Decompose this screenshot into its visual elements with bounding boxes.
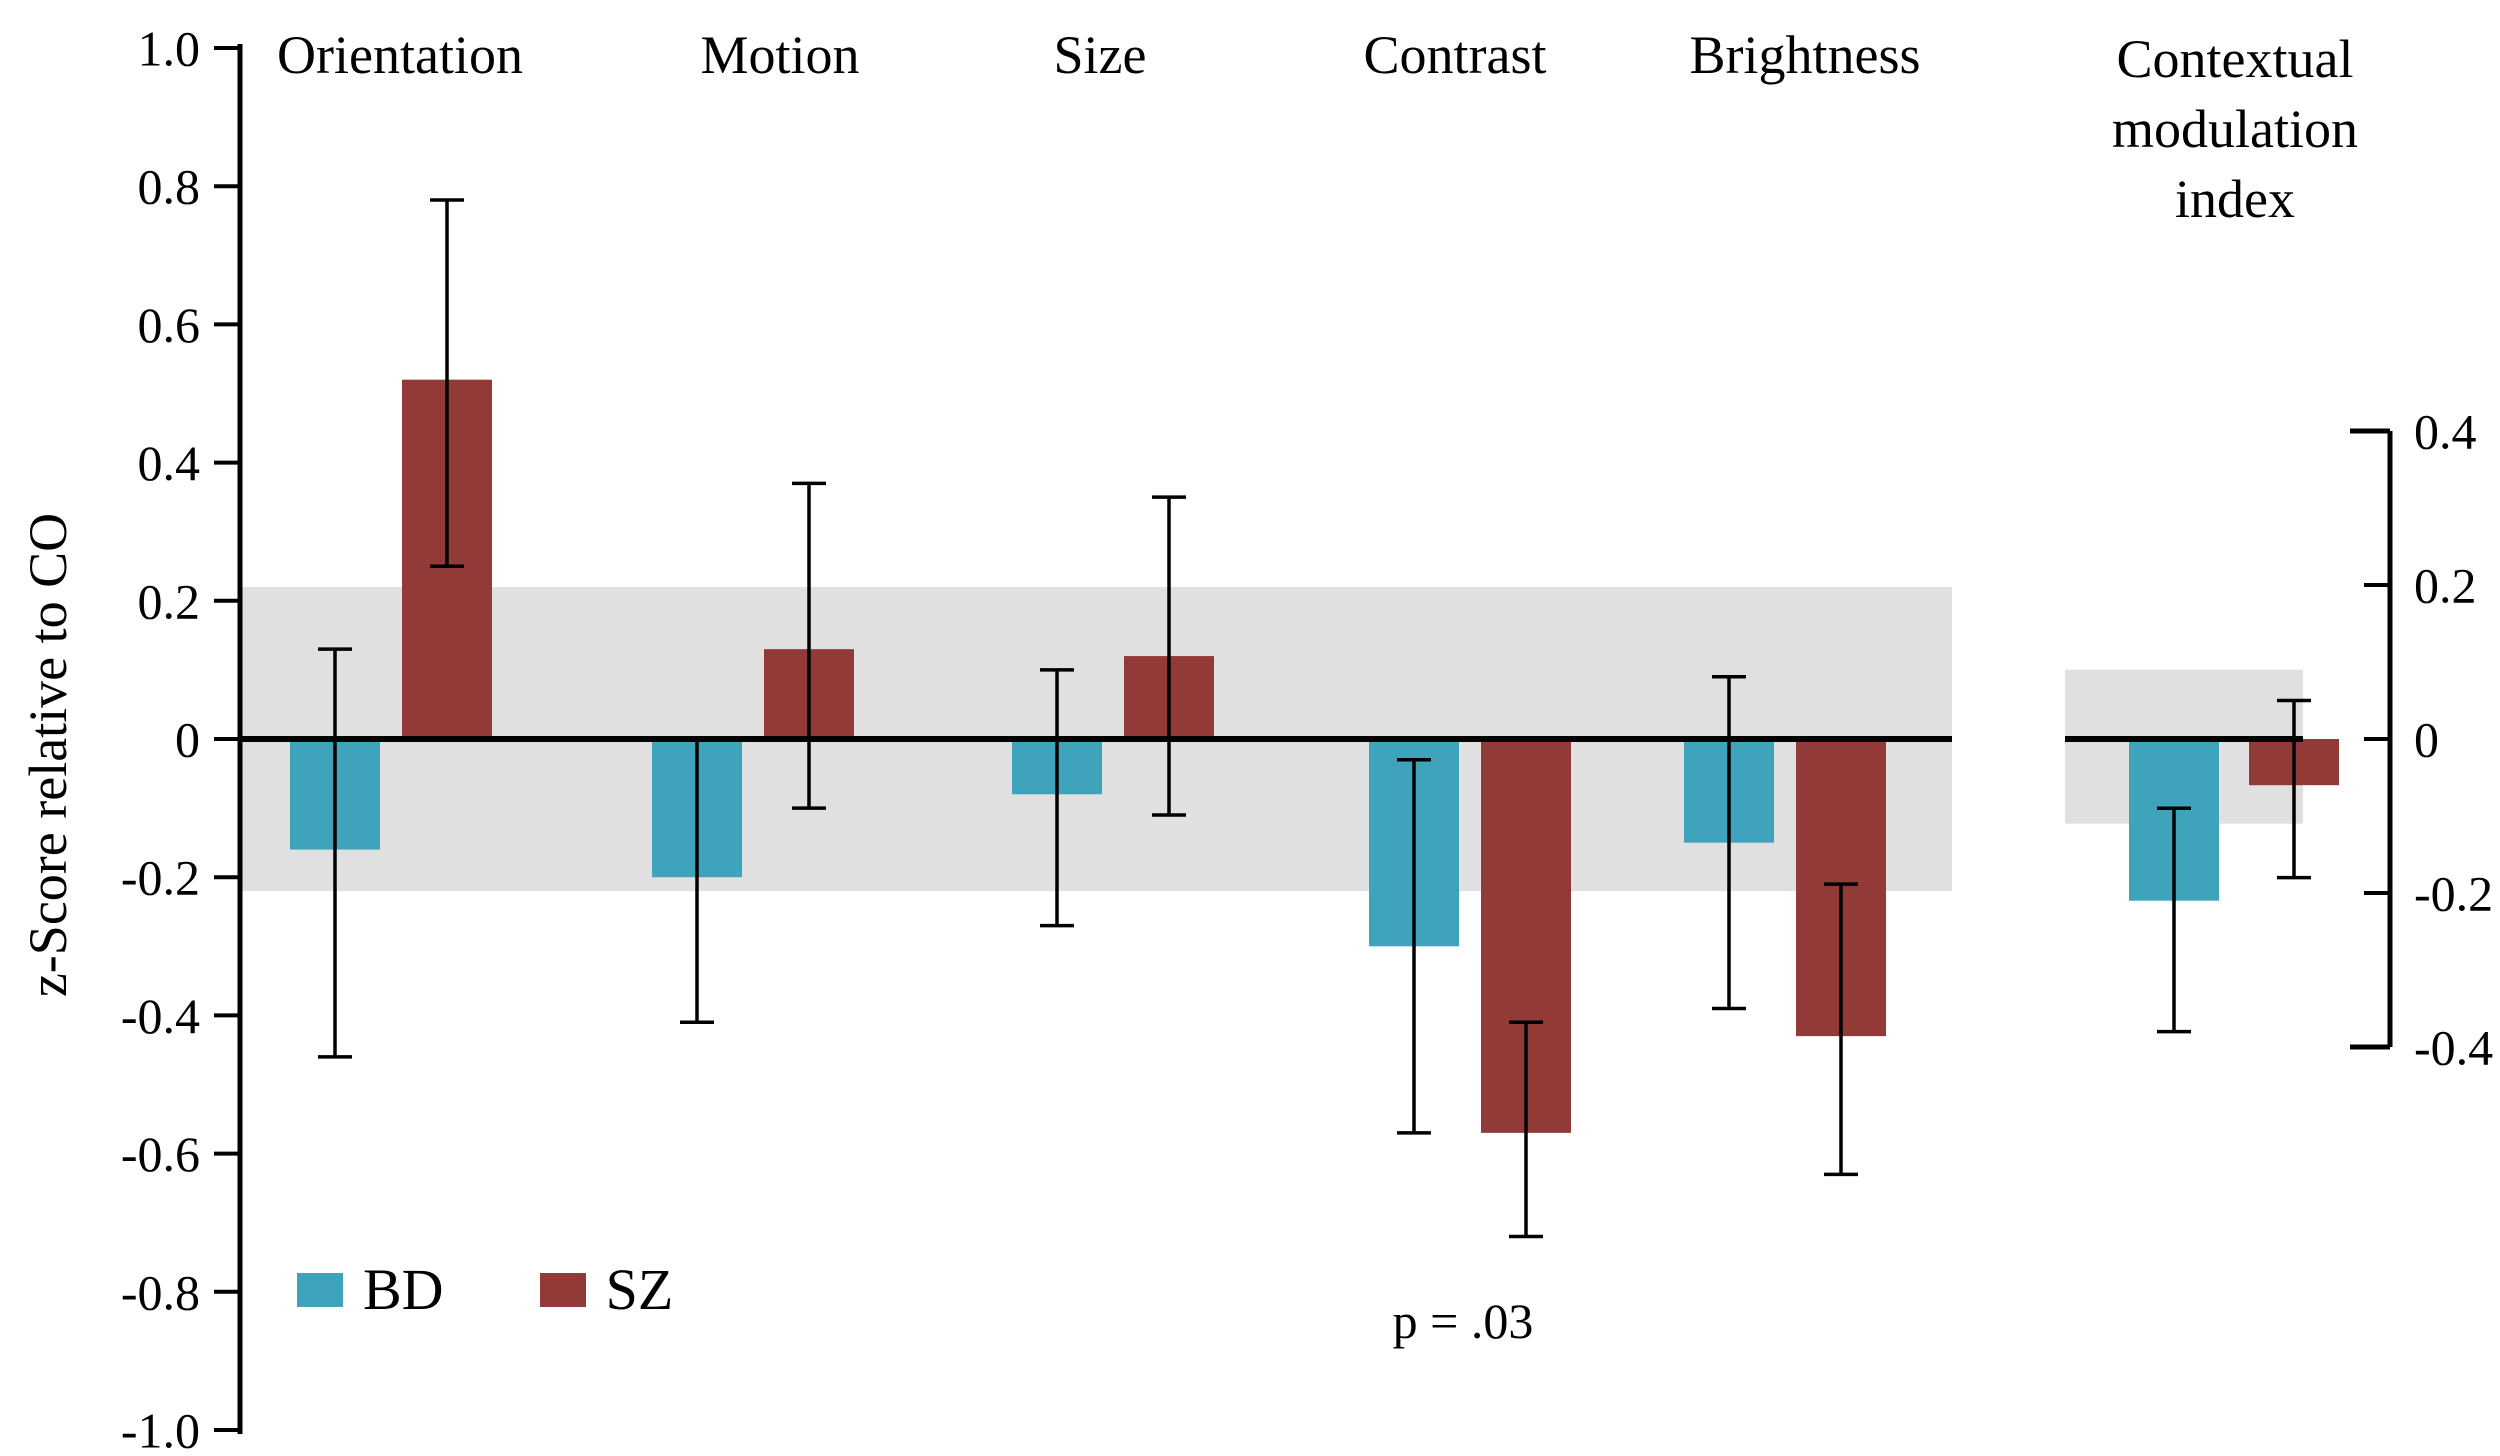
context-tick-label: -0.4 (2414, 1020, 2493, 1076)
legend-label-sz: SZ (605, 1257, 674, 1322)
context-tick-label: 0 (2414, 712, 2439, 768)
legend-item-sz: SZ (539, 1256, 674, 1323)
category-label-contextual-modulation-index: Contextual modulation index (2112, 24, 2358, 235)
context-tick-label: -0.2 (2414, 866, 2493, 922)
left-tick-label: -0.6 (121, 1126, 200, 1182)
category-label-motion: Motion (700, 25, 860, 85)
left-tick-label: -1.0 (121, 1403, 200, 1456)
p-annotation: p = .03 (1392, 1293, 1534, 1349)
ctx-label-line-1: Contextual (2116, 29, 2354, 89)
left-tick-label: 0.8 (138, 159, 201, 215)
legend: BD SZ (297, 1256, 673, 1323)
left-tick-label: 0 (175, 712, 200, 768)
ctx-label-line-3: index (2175, 169, 2295, 230)
left-tick-label: -0.8 (121, 1264, 200, 1320)
legend-label-bd: BD (363, 1257, 444, 1322)
left-tick-label: 0.4 (138, 435, 201, 491)
category-label-size: Size (1053, 25, 1147, 85)
category-label-orientation: Orientation (277, 25, 523, 85)
context-tick-label: 0.4 (2414, 404, 2477, 460)
left-tick-label: 0.6 (138, 297, 201, 353)
legend-item-bd: BD (297, 1256, 444, 1323)
category-label-brightness: Brightness (1689, 25, 1921, 85)
left-tick-label: 1.0 (138, 21, 201, 77)
y-axis-title: z-Score relative to CO (18, 512, 78, 998)
left-tick-label: -0.2 (121, 850, 200, 906)
legend-swatch-sz (539, 1272, 586, 1307)
category-label-contrast: Contrast (1363, 25, 1547, 85)
legend-swatch-bd (297, 1272, 343, 1307)
left-tick-label: 0.2 (138, 573, 201, 629)
left-tick-label: -0.4 (121, 988, 200, 1044)
ctx-label-line-2: modulation (2112, 99, 2358, 160)
context-tick-label: 0.2 (2414, 558, 2477, 614)
